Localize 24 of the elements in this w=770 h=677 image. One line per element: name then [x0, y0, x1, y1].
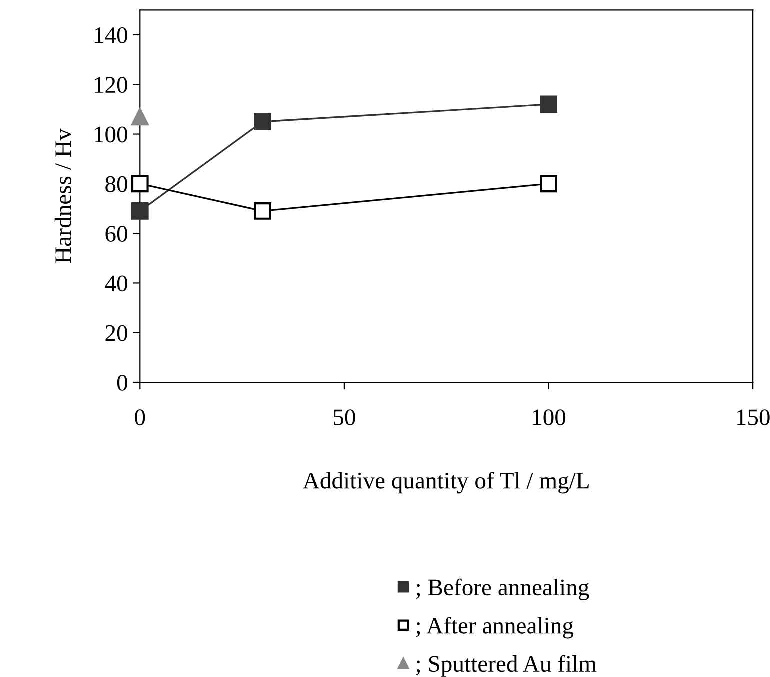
x-tick-label: 100: [533, 410, 566, 426]
x-tick-label: 0: [135, 410, 146, 426]
y-tick-label: 0: [117, 374, 128, 391]
legend-label: ; Before annealing: [416, 578, 590, 600]
y-tick-label: 60: [106, 226, 128, 242]
y-tick-label: 140: [94, 27, 128, 44]
y-tick-label: 100: [94, 126, 128, 143]
point: [131, 108, 149, 126]
point: [131, 175, 149, 193]
y-axis-title: Hardness / Hv: [54, 128, 72, 264]
point: [254, 113, 272, 131]
point: [540, 175, 558, 193]
x-axis-title: Additive quantity of Tl / mg/L: [303, 472, 589, 494]
y-tick-label: 120: [94, 77, 128, 94]
legend-label: ; After annealing: [416, 617, 574, 639]
y-tick-label: 20: [106, 325, 128, 342]
point: [131, 202, 149, 220]
y-tick-label: 80: [106, 176, 128, 192]
x-tick-label: 150: [737, 410, 770, 426]
legend-label: ; Sputtered Au film: [416, 655, 597, 677]
y-tick-label: 40: [105, 276, 128, 292]
x-tick-label: 50: [334, 410, 356, 426]
point: [540, 96, 558, 114]
point: [254, 202, 272, 220]
